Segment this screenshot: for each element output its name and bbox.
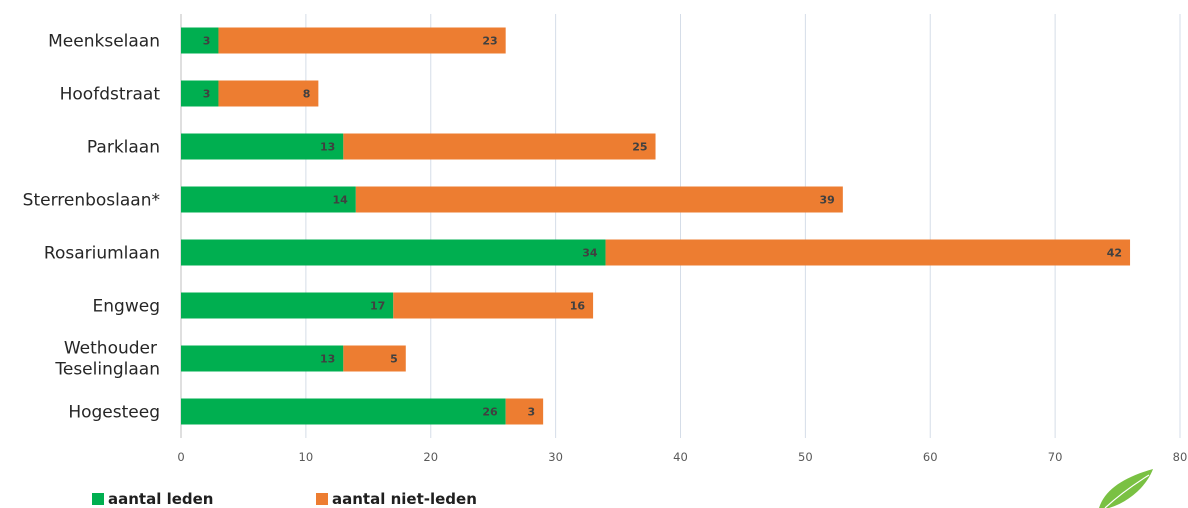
legend-swatch-niet-leden	[316, 493, 328, 505]
x-tick-label-70: 70	[1048, 450, 1063, 464]
category-label-6: Wethouder Teselinglaan	[54, 339, 160, 380]
x-tick-label-40: 40	[673, 450, 688, 464]
bar-niet-leden-7	[505, 398, 544, 425]
category-labels: Meenkselaan Hoofdstraat Parklaan Sterrenbos…	[23, 32, 161, 423]
x-tick-label-0: 0	[177, 450, 184, 464]
bar-leden-5	[181, 292, 394, 319]
green-leaf-icon	[1099, 469, 1153, 508]
data-label-niet-leden-4: 42	[1107, 247, 1122, 260]
data-label-niet-leden-2: 25	[632, 141, 647, 154]
category-label-3: Sterrenboslaan*	[23, 191, 160, 211]
data-label-leden-2: 13	[320, 141, 335, 154]
bar-niet-leden-4	[605, 239, 1131, 266]
bar-niet-leden-1	[218, 80, 319, 107]
data-label-leden-3: 14	[333, 194, 349, 207]
category-label-1: Hoofdstraat	[60, 85, 161, 105]
gridlines	[180, 14, 1181, 438]
x-tick-label-10: 10	[299, 450, 314, 464]
data-label-leden-5: 17	[370, 300, 385, 313]
data-label-niet-leden-5: 16	[570, 300, 586, 313]
category-label-5: Engweg	[93, 297, 160, 317]
bar-leden-4	[181, 239, 606, 266]
x-tick-label-80: 80	[1173, 450, 1188, 464]
bar-leden-2	[181, 133, 344, 160]
data-label-leden-7: 26	[482, 406, 498, 419]
x-tick-label-20: 20	[423, 450, 438, 464]
bar-leden-1	[181, 80, 219, 107]
data-label-leden-6: 13	[320, 353, 335, 366]
data-label-leden-4: 34	[582, 247, 598, 260]
legend-swatch-leden	[92, 493, 104, 505]
legend-item-aantal-leden: aantal leden	[92, 490, 213, 508]
category-label-0: Meenkselaan	[48, 32, 160, 52]
x-tick-label-60: 60	[923, 450, 938, 464]
data-label-leden-1: 3	[203, 88, 211, 101]
data-label-niet-leden-3: 39	[820, 194, 835, 207]
legend-item-aantal-niet-leden: aantal niet-leden	[316, 490, 477, 508]
category-label-7: Hogesteeg	[68, 403, 160, 423]
legend-label-niet-leden: aantal niet-leden	[332, 490, 477, 508]
bar-niet-leden-3	[355, 186, 843, 213]
category-label-4: Rosariumlaan	[44, 244, 160, 264]
bar-niet-leden-5	[393, 292, 594, 319]
bar-niet-leden-6	[343, 345, 406, 372]
data-label-niet-leden-0: 23	[482, 35, 497, 48]
data-label-niet-leden-1: 8	[303, 88, 311, 101]
bar-leden-0	[181, 27, 219, 54]
legend-label-leden: aantal leden	[108, 490, 214, 508]
bars	[181, 27, 1131, 425]
x-tick-label-50: 50	[798, 450, 813, 464]
category-label-2: Parklaan	[87, 138, 160, 158]
x-tick-label-30: 30	[548, 450, 563, 464]
data-labels: 3 23 3 8 13 25 14 39 34 42 17 16 13 5 26 3	[203, 35, 1122, 419]
bar-niet-leden-2	[343, 133, 656, 160]
bar-niet-leden-0	[218, 27, 506, 54]
bar-leden-7	[181, 398, 506, 425]
stacked-bar-chart: 3 23 3 8 13 25 14 39 34 42 17 16 13 5 26 3 Meenkselaan H…	[23, 14, 1187, 464]
data-label-leden-0: 3	[203, 35, 211, 48]
data-label-niet-leden-7: 3	[527, 406, 535, 419]
x-tick-labels: 0 10 20 30 40 50 60 70 80	[177, 450, 1187, 464]
data-label-niet-leden-6: 5	[390, 353, 398, 366]
bar-leden-6	[181, 345, 344, 372]
bar-leden-3	[181, 186, 356, 213]
